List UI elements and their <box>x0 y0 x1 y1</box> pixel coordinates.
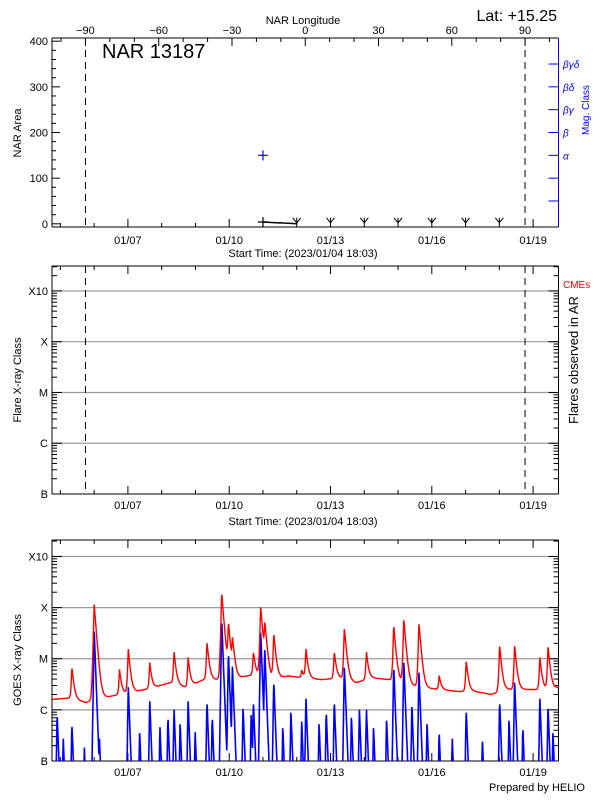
area-arrow-marker <box>359 217 369 224</box>
area-plus-marker <box>257 216 268 227</box>
x-tick-label: 01/19 <box>519 767 547 779</box>
mag-class-label: βδ <box>562 83 575 94</box>
top-axis-label: NAR Longitude <box>266 15 341 27</box>
y-tick-label: M <box>39 654 48 666</box>
lon-tick-label: 0 <box>302 25 308 37</box>
region-label: NAR 13187 <box>102 41 205 63</box>
mag-class-label: βγδ <box>562 60 580 71</box>
nar-area-panel: 0 100 200 300 400 αβ βγ βδ βγδ −90 −60 −30 0 30 60 90 01… <box>30 25 580 247</box>
lon-tick-label: −60 <box>149 25 168 37</box>
y-tick-label: X <box>41 603 49 615</box>
area-series-line <box>262 221 297 225</box>
x-tick-label: 01/16 <box>418 767 446 779</box>
x-tick-label: 01/13 <box>317 767 345 779</box>
lon-tick-label: 90 <box>519 25 531 37</box>
cme-legend: CMEs <box>563 280 590 291</box>
area-arrow-marker <box>494 217 504 224</box>
x-tick-label: 01/13 <box>317 235 345 247</box>
x-tick-label: 01/07 <box>114 500 142 512</box>
y-tick-label: 300 <box>30 82 48 94</box>
area-arrow-marker <box>292 217 302 224</box>
y-tick-label: 200 <box>30 128 48 140</box>
x-tick-label: 01/07 <box>114 767 142 779</box>
y-tick-label: M <box>39 387 48 399</box>
x-tick-label: 01/10 <box>215 767 243 779</box>
mag-class-label: βγ <box>562 106 575 117</box>
lon-tick-label: 60 <box>446 25 458 37</box>
area-arrow-marker <box>461 217 470 224</box>
mag-class-ylabel: Mag. Class <box>581 85 592 135</box>
y-tick-label: 400 <box>30 36 48 48</box>
mag-class-label: β <box>562 129 569 140</box>
flares-xlabel: Start Time: (2023/01/04 18:03) <box>228 516 377 528</box>
nar-area-xlabel: Start Time: (2023/01/04 18:03) <box>228 248 377 260</box>
x-tick-label: 01/10 <box>215 500 243 512</box>
lon-tick-label: −90 <box>76 25 95 37</box>
flare-class-ylabel: Flare X-ray Class <box>12 337 24 422</box>
y-tick-label: X10 <box>28 286 48 298</box>
area-arrow-marker <box>393 217 403 224</box>
nar-area-ylabel: NAR Area <box>12 108 24 158</box>
x-tick-label: 01/07 <box>114 235 142 247</box>
x-tick-label: 01/19 <box>519 500 547 512</box>
lon-tick-label: 30 <box>372 25 384 37</box>
area-arrow-marker <box>427 217 437 224</box>
area-arrow-marker <box>326 217 335 224</box>
latitude-label: Lat: +15.25 <box>476 8 557 25</box>
x-tick-label: 01/16 <box>418 500 446 512</box>
goes-panel: B C M X X10 01/07 01/10 01/13 01/16 01/19 <box>28 539 559 779</box>
x-tick-label: 01/13 <box>317 500 345 512</box>
y-tick-label: B <box>41 489 48 501</box>
y-tick-label: 0 <box>42 219 48 231</box>
goes-ylabel: GOES X-ray Class <box>12 614 24 706</box>
x-tick-label: 01/16 <box>418 235 446 247</box>
y-tick-label: B <box>41 756 48 768</box>
y-tick-label: X <box>41 337 49 349</box>
mag-class-plus-marker <box>257 150 268 161</box>
footer-credit: Prepared by HELIO <box>489 782 585 794</box>
y-tick-label: C <box>40 438 48 450</box>
x-tick-label: 01/10 <box>215 235 243 247</box>
goes-long-channel-line <box>52 594 559 704</box>
goes-short-channel-line <box>55 623 555 761</box>
y-tick-label: C <box>40 705 48 717</box>
x-tick-label: 01/19 <box>519 235 547 247</box>
y-tick-label: X10 <box>28 551 48 563</box>
lon-tick-label: −30 <box>223 25 242 37</box>
flares-observed-ylabel: Flares observed in AR <box>566 296 581 424</box>
flares-panel: B C M X X10 01/07 01/10 01/13 01/16 01/19 <box>28 265 559 512</box>
y-tick-label: 100 <box>30 173 48 185</box>
mag-class-label: α <box>563 151 569 162</box>
